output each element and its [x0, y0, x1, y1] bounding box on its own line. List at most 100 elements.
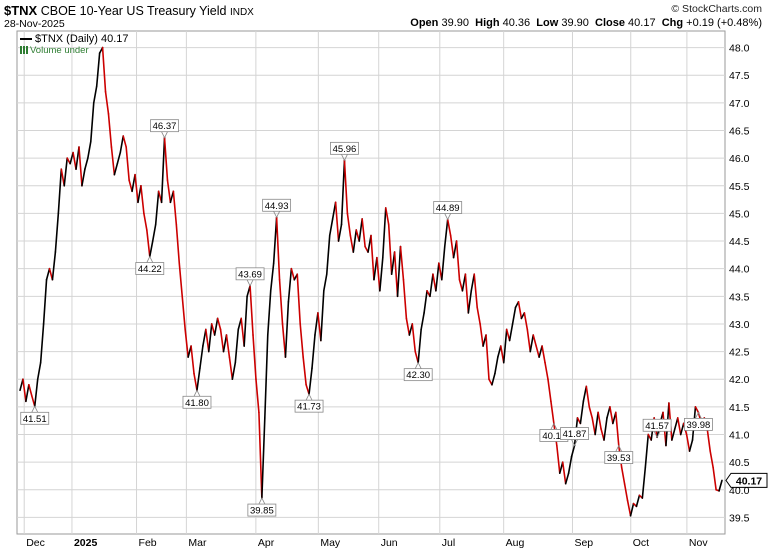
series-segment — [219, 328, 225, 353]
series-segment — [311, 334, 316, 369]
series-segment — [119, 135, 125, 154]
last-value-label: 40.17 — [736, 475, 762, 487]
series-segment — [502, 328, 508, 364]
last-value-marker: 40.17 — [725, 472, 768, 488]
series-segment — [36, 361, 42, 381]
series-segment — [712, 466, 717, 491]
annotation-pointer — [31, 405, 39, 413]
series-segment — [104, 91, 110, 115]
annotation-label: 41.51 — [23, 414, 47, 425]
x-tick-label: Nov — [689, 537, 708, 549]
series-segment — [594, 411, 599, 436]
volume-legend-label: Volume under — [30, 45, 89, 56]
series-segment — [511, 306, 517, 325]
series-segment — [526, 328, 532, 353]
low-label: Low — [536, 17, 559, 29]
series-segment — [264, 334, 269, 419]
annotation-box — [560, 427, 589, 440]
annotation-box — [642, 418, 672, 432]
series-segment — [688, 439, 694, 452]
series-segment — [255, 378, 260, 414]
series-segment — [497, 345, 502, 358]
y-tick-label: 45.5 — [729, 181, 750, 193]
series-segment — [591, 417, 596, 436]
series-segment — [570, 444, 576, 458]
series-segment — [290, 267, 296, 281]
series-segment — [172, 190, 178, 226]
series-segment — [140, 184, 145, 215]
high-label: High — [475, 17, 500, 29]
x-tick-label: Jun — [381, 537, 398, 549]
series-segment — [45, 267, 51, 281]
series-segment — [579, 400, 585, 425]
x-tick-label: May — [320, 537, 341, 549]
open-label: Open — [410, 17, 439, 29]
series-segment — [258, 411, 263, 499]
annotation-box — [262, 198, 292, 212]
value-annotation: 41.80 — [182, 389, 212, 409]
annotation-label: 42.30 — [406, 370, 430, 381]
series-segment — [323, 273, 328, 292]
volume-bars-icon — [20, 46, 28, 55]
series-segment — [146, 229, 151, 258]
series-segment — [491, 372, 496, 386]
series-segment — [706, 428, 712, 452]
symbol-description: CBOE 10-Year US Treasury Yield — [40, 4, 227, 18]
series-segment — [541, 345, 546, 364]
series-segment — [373, 256, 378, 281]
series-segment — [641, 466, 647, 499]
series-segment — [266, 289, 272, 336]
series-segment — [125, 146, 130, 182]
series-segment — [148, 240, 154, 258]
y-tick-label: 44.0 — [729, 264, 750, 276]
value-annotation: 44.89 — [433, 201, 463, 221]
series-segment — [202, 328, 207, 347]
y-tick-label: 45.0 — [729, 208, 750, 220]
series-segment — [196, 367, 201, 392]
series-segment — [184, 328, 189, 358]
series-segment — [561, 461, 567, 485]
series-segment — [556, 444, 561, 474]
annotation-pointer — [305, 393, 313, 401]
x-tick-label: Jul — [442, 537, 455, 549]
copyright: © StockCharts.com — [671, 3, 762, 15]
series-line — [19, 46, 723, 517]
series-segment — [154, 190, 160, 226]
annotation-pointer — [161, 131, 168, 139]
series-segment — [532, 334, 537, 347]
series-segment — [69, 151, 74, 165]
series-segment — [101, 46, 107, 93]
series-segment — [343, 159, 349, 215]
series-segment — [190, 345, 195, 375]
series-segment — [207, 323, 213, 353]
series-segment — [278, 278, 284, 325]
series-segment — [151, 223, 157, 242]
series-segment — [606, 406, 611, 419]
series-segment — [467, 289, 473, 314]
series-segment — [210, 323, 216, 336]
series-segment — [63, 157, 68, 187]
series-segment — [328, 218, 334, 237]
series-segment — [429, 273, 434, 298]
value-annotation: 45.96 — [330, 141, 359, 162]
grid — [17, 31, 725, 534]
series-segment — [529, 334, 535, 353]
series-segment — [674, 417, 679, 430]
x-tick-label: Sep — [574, 537, 593, 549]
series-segment — [193, 372, 198, 392]
series-segment — [676, 417, 682, 436]
series-segment — [110, 146, 116, 176]
series-segment — [671, 428, 676, 441]
y-tick-label: 46.0 — [729, 153, 750, 165]
annotation-label: 40.11 — [542, 431, 565, 442]
series-segment — [449, 234, 455, 259]
series-segment — [228, 356, 234, 381]
series-segment — [544, 361, 549, 381]
series-segment — [72, 151, 77, 170]
series-segment — [116, 151, 122, 165]
series-segment — [216, 317, 222, 331]
close-label: Close — [595, 17, 625, 29]
value-annotation: 41.73 — [294, 393, 324, 413]
